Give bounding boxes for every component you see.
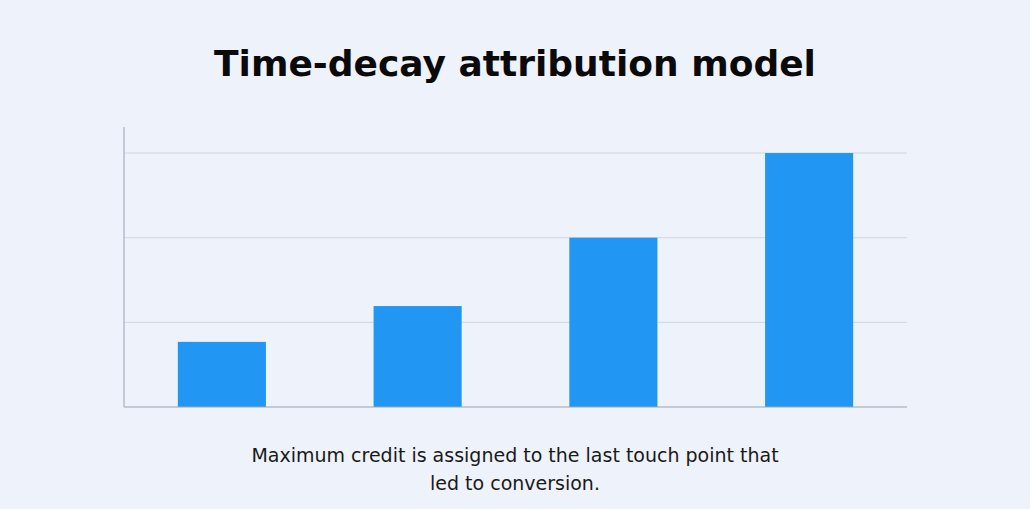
bar xyxy=(178,342,266,407)
bar xyxy=(569,238,657,407)
bars xyxy=(178,153,853,407)
chart: Time-decay attribution model Maximum cred… xyxy=(0,0,1030,509)
subtitle: Maximum credit is assigned to the last t… xyxy=(251,444,778,494)
subtitle-line: led to conversion. xyxy=(430,472,600,494)
bar xyxy=(765,153,853,407)
title: Time-decay attribution model xyxy=(214,43,816,84)
x-axis-line xyxy=(124,407,907,408)
bar xyxy=(374,306,462,407)
background xyxy=(0,0,1030,509)
subtitle-line: Maximum credit is assigned to the last t… xyxy=(251,444,778,466)
y-axis-line xyxy=(124,127,125,407)
